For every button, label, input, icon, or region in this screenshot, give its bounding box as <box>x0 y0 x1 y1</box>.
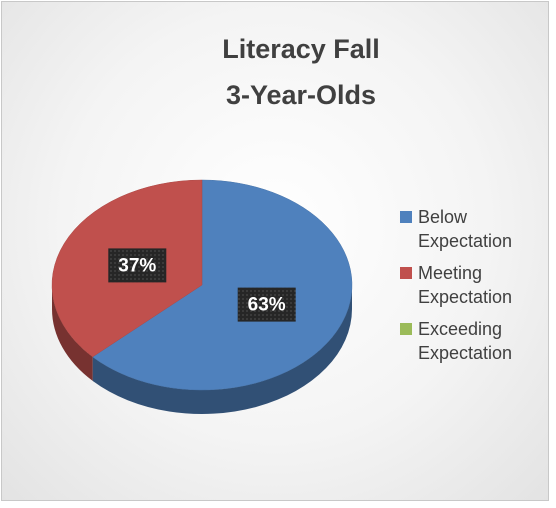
pie-slice <box>92 179 353 391</box>
legend-item: Below Expectation <box>400 205 543 253</box>
legend-item: Exceeding Expectation <box>400 317 543 365</box>
pie-sides <box>52 285 353 415</box>
data-label: 63% <box>248 295 286 316</box>
data-labels: 63% 37% <box>108 248 296 322</box>
legend-swatch <box>400 323 412 335</box>
chart-title: Literacy Fall <box>222 34 380 64</box>
chart: Literacy Fall 3-Year-Olds 63% 37% <box>51 34 380 415</box>
legend-label: Below Expectation <box>418 207 513 251</box>
data-label: 37% <box>118 255 156 276</box>
data-label-box <box>108 248 167 283</box>
chart-title: 3-Year-Olds <box>226 80 376 110</box>
pie-side <box>52 285 93 381</box>
legend: Below Expectation Meeting Expectation Exce… <box>400 205 543 373</box>
legend-label: Exceeding Expectation <box>418 319 513 363</box>
legend-label: Meeting Expectation <box>418 263 513 307</box>
data-label-box <box>237 287 296 322</box>
legend-swatch <box>400 211 412 223</box>
chart-area: Literacy Fall 3-Year-Olds 63% 37% Below E… <box>1 1 549 501</box>
legend-swatch <box>400 267 412 279</box>
pie-side <box>92 285 353 415</box>
legend-item: Meeting Expectation <box>400 261 543 309</box>
pie-tops <box>51 179 353 391</box>
